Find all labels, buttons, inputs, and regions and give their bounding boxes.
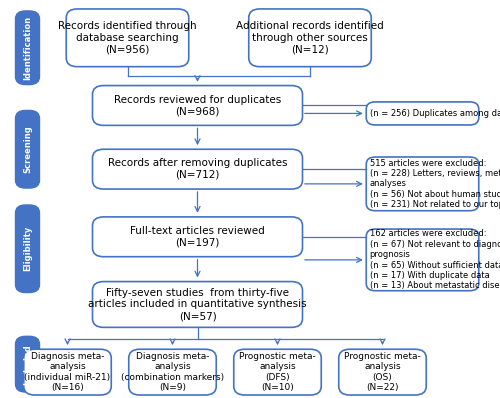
Text: 162 articles were excluded:
(n = 67) Not relevant to diagnosis or
prognosis
(n =: 162 articles were excluded: (n = 67) Not… [370, 229, 500, 291]
FancyBboxPatch shape [24, 349, 111, 395]
FancyBboxPatch shape [366, 157, 478, 211]
Text: Records identified through
database searching
(N=956): Records identified through database sear… [58, 21, 197, 55]
Text: Records reviewed for duplicates
(N=968): Records reviewed for duplicates (N=968) [114, 95, 281, 116]
Text: Full-text articles reviewed
(N=197): Full-text articles reviewed (N=197) [130, 226, 265, 248]
FancyBboxPatch shape [366, 102, 478, 125]
FancyBboxPatch shape [234, 349, 322, 395]
Text: Additional records identified
through other sources
(N=12): Additional records identified through ot… [236, 21, 384, 55]
Text: Fifty-seven studies  from thirty-five
articles included in quantitative synthesi: Fifty-seven studies from thirty-five art… [88, 288, 307, 321]
Text: Prognostic meta-
analysis
(DFS)
(N=10): Prognostic meta- analysis (DFS) (N=10) [239, 352, 316, 392]
Text: Prognostic meta-
analysis
(OS)
(N=22): Prognostic meta- analysis (OS) (N=22) [344, 352, 421, 392]
Text: Eligibility: Eligibility [23, 226, 32, 271]
FancyBboxPatch shape [128, 349, 216, 395]
Text: Records after removing duplicates
(N=712): Records after removing duplicates (N=712… [108, 158, 287, 180]
FancyBboxPatch shape [66, 9, 189, 67]
FancyBboxPatch shape [16, 111, 40, 188]
FancyBboxPatch shape [16, 205, 40, 293]
Text: 515 articles were excluded:
(n = 228) Letters, reviews, meta-
analyses
(n = 56) : 515 articles were excluded: (n = 228) Le… [370, 158, 500, 209]
FancyBboxPatch shape [16, 11, 40, 84]
FancyBboxPatch shape [92, 149, 302, 189]
Text: Screening: Screening [23, 125, 32, 173]
FancyBboxPatch shape [92, 86, 302, 125]
Text: Included: Included [23, 344, 32, 384]
Text: (n = 256) Duplicates among databases: (n = 256) Duplicates among databases [370, 109, 500, 118]
FancyBboxPatch shape [339, 349, 426, 395]
FancyBboxPatch shape [366, 229, 478, 291]
Text: Diagnosis meta-
analysis
(combination markers)
(N=9): Diagnosis meta- analysis (combination ma… [121, 352, 224, 392]
FancyBboxPatch shape [16, 336, 40, 392]
Text: Identification: Identification [23, 16, 32, 80]
FancyBboxPatch shape [249, 9, 371, 67]
FancyBboxPatch shape [92, 217, 302, 257]
Text: Diagnosis meta-
analysis
(individual miR-21)
(N=16): Diagnosis meta- analysis (individual miR… [24, 352, 110, 392]
FancyBboxPatch shape [92, 282, 302, 327]
